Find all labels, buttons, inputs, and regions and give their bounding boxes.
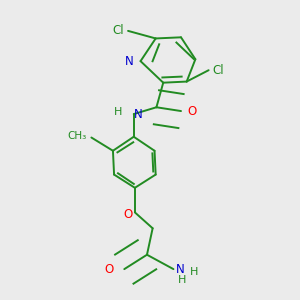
Text: H: H (189, 267, 198, 277)
Text: H: H (178, 275, 186, 285)
Text: Cl: Cl (212, 64, 224, 77)
Text: CH₃: CH₃ (67, 131, 86, 141)
Text: O: O (104, 262, 113, 276)
Text: N: N (134, 108, 142, 121)
Text: Cl: Cl (113, 24, 124, 38)
Text: N: N (124, 55, 133, 68)
Text: O: O (188, 105, 197, 118)
Text: H: H (114, 106, 123, 117)
Text: O: O (123, 208, 132, 221)
Text: N: N (176, 262, 185, 276)
